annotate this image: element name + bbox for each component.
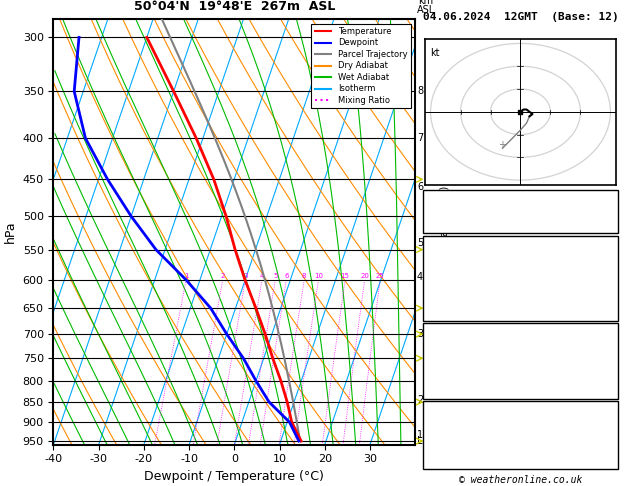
X-axis label: Dewpoint / Temperature (°C): Dewpoint / Temperature (°C) <box>145 470 324 483</box>
Text: CIN (J): CIN (J) <box>426 387 469 397</box>
Text: 900: 900 <box>596 337 615 347</box>
Text: 2: 2 <box>417 395 423 405</box>
Text: 25: 25 <box>603 417 615 426</box>
Text: θₑ (K): θₑ (K) <box>426 349 462 360</box>
Text: Lifted Index: Lifted Index <box>426 285 498 295</box>
Text: Totals Totals: Totals Totals <box>426 207 504 216</box>
Y-axis label: hPa: hPa <box>4 221 17 243</box>
Text: 3: 3 <box>608 285 615 295</box>
Text: 3: 3 <box>608 387 615 397</box>
Text: 14.5: 14.5 <box>591 249 615 259</box>
Text: CAPE (J): CAPE (J) <box>426 297 474 308</box>
Text: 6: 6 <box>284 273 289 279</box>
Text: 10: 10 <box>314 273 323 279</box>
Text: Temp (°C): Temp (°C) <box>426 249 481 259</box>
Text: 1: 1 <box>417 431 423 440</box>
Text: LCL: LCL <box>417 436 435 446</box>
Text: 32: 32 <box>603 430 615 440</box>
Text: 50°04'N  19°48'E  267m  ASL: 50°04'N 19°48'E 267m ASL <box>133 0 335 13</box>
Text: StmSpd (kt): StmSpd (kt) <box>426 457 493 467</box>
Text: 31: 31 <box>603 297 615 308</box>
Text: 2.96: 2.96 <box>591 221 615 231</box>
Text: StmDir: StmDir <box>426 444 462 453</box>
Text: K: K <box>426 192 433 202</box>
Text: 120°: 120° <box>591 444 615 453</box>
Text: 8: 8 <box>302 273 306 279</box>
Text: 25: 25 <box>376 273 384 279</box>
Text: 8: 8 <box>417 87 423 96</box>
Text: Dewp (°C): Dewp (°C) <box>426 261 481 271</box>
Text: Mixing Ratio (g/kg): Mixing Ratio (g/kg) <box>440 186 450 278</box>
Text: 30: 30 <box>603 192 615 202</box>
Text: 2: 2 <box>221 273 225 279</box>
Text: θₑ(K): θₑ(K) <box>426 273 457 283</box>
Text: Most Unstable: Most Unstable <box>481 325 560 334</box>
Text: 4: 4 <box>260 273 264 279</box>
Text: 3: 3 <box>608 362 615 372</box>
Text: Surface: Surface <box>499 237 542 247</box>
Text: 33: 33 <box>603 375 615 385</box>
Text: 4: 4 <box>608 457 615 467</box>
Text: 3: 3 <box>417 329 423 339</box>
Text: PW (cm): PW (cm) <box>426 221 469 231</box>
Text: 318: 318 <box>596 349 615 360</box>
Text: 4: 4 <box>417 272 423 282</box>
Text: Hodograph: Hodograph <box>494 403 547 413</box>
Text: 45: 45 <box>603 207 615 216</box>
Text: 6: 6 <box>608 310 615 320</box>
Text: Pressure (mb): Pressure (mb) <box>426 337 504 347</box>
Text: 5: 5 <box>273 273 277 279</box>
Text: 318: 318 <box>596 273 615 283</box>
Text: 3: 3 <box>243 273 248 279</box>
Text: 04.06.2024  12GMT  (Base: 12): 04.06.2024 12GMT (Base: 12) <box>423 12 618 22</box>
Text: km
ASL: km ASL <box>417 0 435 15</box>
Text: kt: kt <box>431 48 440 58</box>
Text: 1: 1 <box>184 273 188 279</box>
Text: 20: 20 <box>360 273 369 279</box>
Text: EH: EH <box>426 417 438 426</box>
Text: 6: 6 <box>417 182 423 192</box>
Text: Lifted Index: Lifted Index <box>426 362 498 372</box>
Text: 14: 14 <box>603 261 615 271</box>
Text: 7: 7 <box>417 133 423 143</box>
Text: CAPE (J): CAPE (J) <box>426 375 474 385</box>
Text: 15: 15 <box>341 273 350 279</box>
Text: CIN (J): CIN (J) <box>426 310 469 320</box>
Text: SREH: SREH <box>426 430 450 440</box>
Legend: Temperature, Dewpoint, Parcel Trajectory, Dry Adiabat, Wet Adiabat, Isotherm, Mi: Temperature, Dewpoint, Parcel Trajectory… <box>311 24 411 108</box>
Text: 5: 5 <box>417 238 423 248</box>
Text: © weatheronline.co.uk: © weatheronline.co.uk <box>459 475 582 485</box>
Text: +: + <box>499 140 506 150</box>
